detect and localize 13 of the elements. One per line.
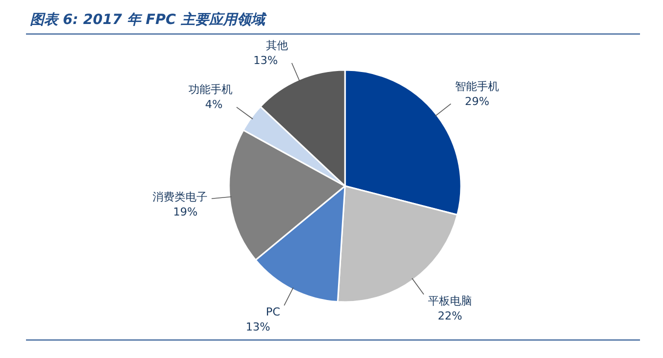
- data-label: 13%: [253, 54, 278, 68]
- slice-label: PC: [266, 305, 280, 318]
- chart-title: 图表 6: 2017 年 FPC 主要应用领域: [30, 11, 267, 28]
- data-label: 19%: [173, 206, 198, 219]
- data-label: 13%: [246, 320, 270, 334]
- slice-label: 智能手机: [454, 80, 499, 93]
- data-label: 4%: [205, 98, 223, 112]
- slice-label: 其他: [266, 39, 288, 52]
- slice-label: 消费类电子: [152, 190, 208, 204]
- slice-label: 功能手机: [188, 83, 233, 96]
- data-label: 22%: [438, 309, 462, 322]
- data-label: 29%: [464, 94, 490, 108]
- slice-label: 平板电脑: [428, 294, 472, 308]
